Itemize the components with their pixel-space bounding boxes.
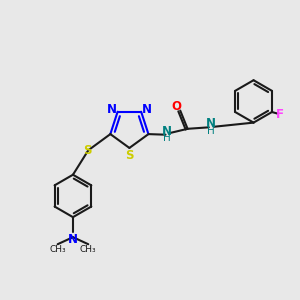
Text: CH₃: CH₃	[80, 245, 97, 254]
Text: S: S	[125, 149, 133, 162]
Text: F: F	[276, 108, 284, 121]
Text: N: N	[142, 103, 152, 116]
Text: CH₃: CH₃	[49, 245, 66, 254]
Text: N: N	[206, 117, 216, 130]
Text: N: N	[68, 233, 78, 246]
Text: O: O	[172, 100, 182, 112]
Text: N: N	[162, 125, 172, 138]
Text: S: S	[83, 144, 92, 158]
Text: N: N	[107, 103, 117, 116]
Text: H: H	[207, 126, 215, 136]
Text: H: H	[163, 133, 171, 143]
